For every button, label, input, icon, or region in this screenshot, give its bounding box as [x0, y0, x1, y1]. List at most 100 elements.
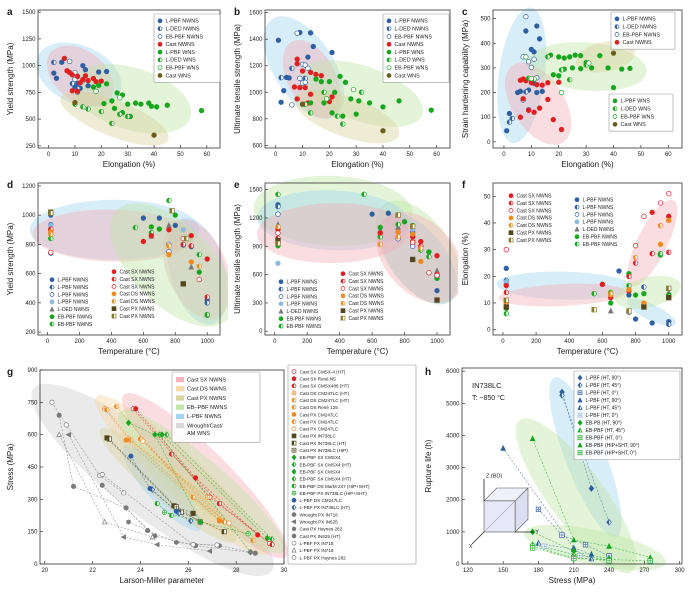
- legend-label: Cast NWNS: [623, 40, 652, 46]
- chart-uts-vs-temperature: 0 200 400 600 800 1000 0 300 600 900 1200 1500 Tempe…: [233, 175, 458, 356]
- y-tick-label: 2000: [446, 498, 460, 504]
- axes: 0 10 20 30 40 50 60 0 100 200 300 400 500 Elongation …: [461, 9, 683, 169]
- x-tick-label: 24: [137, 568, 144, 574]
- y-tick-label: 500: [480, 17, 491, 23]
- legend-label: EB-PBF WNS: [166, 66, 200, 72]
- panel-b: 0 10 20 30 40 50 60 600 800 1000 1200 1400 1600 Elong…: [231, 2, 458, 174]
- y-tick-label: 450: [27, 465, 38, 471]
- legend-label: Cast PX IN625 (HT): [300, 534, 341, 539]
- panel-a: 0 10 20 30 40 50 60 250 500 750 1000 1250 1500 Elonga…: [4, 2, 228, 174]
- x-axis-label: Stress (MPa): [549, 576, 596, 585]
- x-tick-label: 20: [98, 152, 105, 158]
- series-cast-sx-nwns: [275, 230, 440, 279]
- x-tick-label: 60: [665, 152, 672, 158]
- legend-label: EB-PBF WNS: [621, 114, 655, 120]
- panel-letter: f: [462, 180, 466, 191]
- x-tick-label: 200: [531, 339, 542, 345]
- y-tick-label: 6000: [446, 369, 460, 375]
- x-tick-label: 180: [533, 568, 544, 574]
- y-tick-label: 0: [456, 562, 460, 568]
- series-points: [503, 191, 672, 327]
- legend-label: L-DED WNS: [621, 107, 652, 113]
- x-tick-label: 30: [353, 152, 360, 158]
- legend-label: L-PBF PX IN718: [300, 541, 334, 546]
- series-l-pbf-px-in738lc-ht-: [149, 486, 194, 525]
- x-axis-label: Temperature (°C): [557, 347, 619, 356]
- panel-letter: g: [7, 367, 13, 378]
- legend-patch: [176, 423, 184, 429]
- series-points: [275, 191, 440, 303]
- legend-label: Cast PX NWNS: [187, 396, 226, 402]
- series-l-ded-nwns: [51, 59, 81, 92]
- series-l-pbf-nwns: [48, 222, 186, 233]
- x-tick-label: 270: [639, 568, 650, 574]
- y-tick-label: 50: [484, 194, 491, 200]
- legend-label: Cast NWNS: [395, 42, 424, 48]
- legend-label: Cast DS CM247LC (HT): [300, 398, 350, 403]
- x-tick-label: 300: [675, 568, 686, 574]
- legend-label: Cast DS René 125: [300, 405, 339, 410]
- legend-label: EB-PBF (HT, 0°): [586, 436, 623, 442]
- legend-label: EB-PBF NWNS: [395, 34, 433, 40]
- x-tick-label: 10: [299, 152, 306, 158]
- legend-label: L-PBF PX IN738LC (HT): [300, 505, 351, 510]
- y-tick-label: 1500: [249, 188, 263, 194]
- x-axis-label: Temperature (°C): [98, 347, 160, 356]
- y-tick-label: 1200: [22, 184, 36, 190]
- panel-letter: d: [7, 180, 13, 191]
- chart-rupture-life-vs-stress: 120 150 180 210 240 270 3000100020003000400050…: [424, 367, 686, 585]
- panel-letter: a: [7, 7, 13, 18]
- y-tick-label: 10: [484, 301, 491, 307]
- x-tick-label: 40: [610, 152, 617, 158]
- legend-label: L-PBF DS CM247LC: [300, 498, 343, 503]
- legend-label: Cast PX IN738LC (HIP): [300, 448, 349, 453]
- y-tick-label: 30: [484, 248, 491, 254]
- annotation-text: T: ~850 °C: [472, 394, 505, 402]
- y-axis-label: Yield strength (MPa): [6, 222, 15, 295]
- y-tick-label: 1000: [22, 64, 36, 70]
- legend-label: EB-PBF NWNS: [287, 317, 322, 323]
- legend-label: L-PBF WNS: [166, 50, 196, 56]
- legend-label: Cast SX NWNS: [120, 284, 156, 290]
- series-eb-pbf-wns: [324, 86, 357, 102]
- series-l-pbf-wns: [307, 73, 434, 119]
- series-l-ded-nwns: [278, 65, 308, 81]
- series-eb-pbf-nwns: [289, 30, 311, 108]
- series-cast-wns: [72, 99, 157, 138]
- legend-label: EB-PBF DS MarM 247 (HIP+SHT): [300, 484, 371, 489]
- legend-label: Cast SX NWNS: [517, 201, 553, 207]
- x-tick-label: 50: [638, 152, 645, 158]
- axes: 0 10 20 30 40 50 60 250 500 750 1000 1250 1500 Elonga…: [6, 9, 221, 169]
- y-tick-label: 200: [25, 330, 36, 336]
- legend-label: EB-PBF PX IN738LC (HIP+SHT): [300, 491, 368, 496]
- legend: Cast SX NWNS Cast DS NWNS Cast PX NWNS EB–P…: [171, 371, 261, 443]
- series-cast-ds-nwns: [275, 224, 424, 251]
- legend-label: Cast DS NWNS: [349, 294, 385, 300]
- legend-label: L-PBF NWNS: [58, 300, 90, 306]
- x-tick-label: 400: [335, 339, 346, 345]
- legend-label: EB–PBF NWNS: [187, 405, 227, 411]
- legend-label: Cast PX CM247LC: [300, 419, 339, 424]
- series-l-pbf-nwns: [275, 29, 335, 105]
- legend-label: Cast PX NWNS: [349, 309, 385, 315]
- y-tick-label: 400: [480, 41, 491, 47]
- legend-patch: [176, 395, 184, 401]
- series-cast-px-cm247lc: [123, 437, 222, 524]
- x-tick-label: 10: [528, 152, 535, 158]
- legend-label: Cast DS NWNS: [349, 301, 385, 307]
- x-tick-label: 10: [72, 152, 79, 158]
- series-eb-pbf-wns: [523, 54, 592, 96]
- cube-y-label: Y: [535, 530, 539, 536]
- series-cast-sx-cmsx486-ht-: [169, 451, 275, 548]
- legend-label: Cast SX René N5: [300, 377, 337, 382]
- legend-label: Cast SX CMSX486 (HT): [300, 384, 350, 389]
- legend-label: L-DED NWNS: [166, 27, 201, 33]
- legend-label: L-PBF (HT, 45°): [586, 406, 622, 412]
- series-eb-pbf-px-in738lc-hip-sht-: [161, 509, 251, 537]
- x-tick-label: 200: [75, 339, 86, 345]
- series-l-pbf-ht-45-: [559, 391, 612, 526]
- legend-label: L-PBF (HT, 0°): [586, 413, 619, 419]
